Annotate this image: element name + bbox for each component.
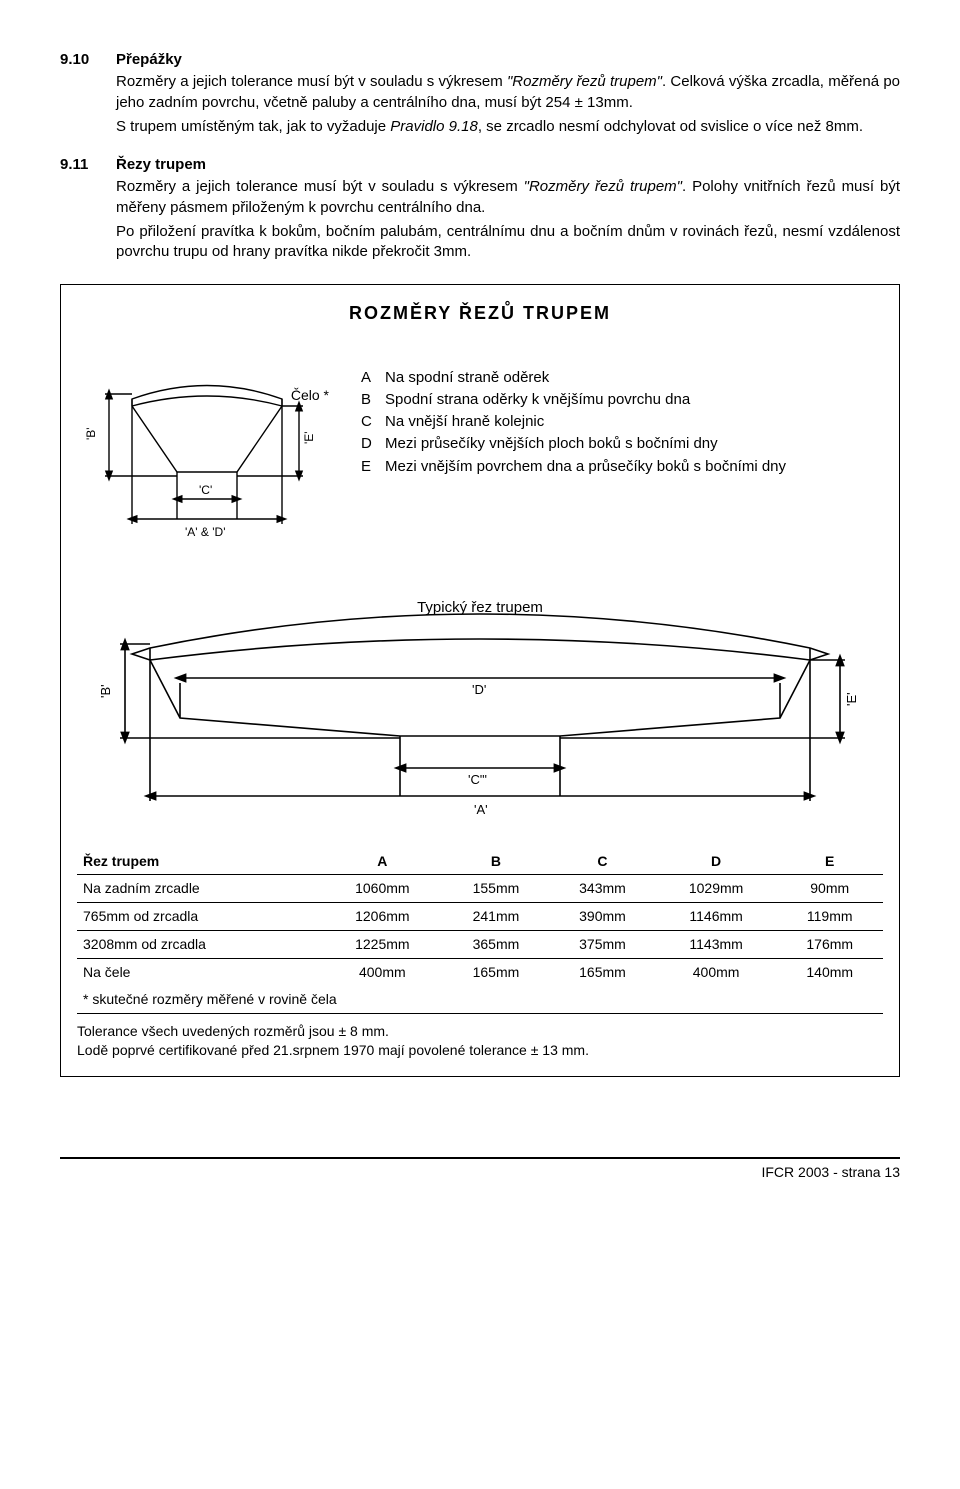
figure-box: ROZMĚRY ŘEZŮ TRUPEM Čelo * [60, 284, 900, 1076]
col-header: D [656, 848, 777, 875]
legend-item: BSpodní strana oděrky k vnějšímu povrchu… [361, 390, 883, 410]
svg-text:'E': 'E' [844, 692, 859, 706]
col-header: A [322, 848, 443, 875]
tolerance-note: Tolerance všech uvedených rozměrů jsou ±… [77, 1022, 883, 1060]
svg-text:'A': 'A' [474, 802, 488, 817]
table-row: Na čele 400mm 165mm 165mm 400mm 140mm [77, 959, 883, 986]
section-title: Řezy trupem [116, 155, 900, 175]
col-header: C [549, 848, 656, 875]
legend-item: DMezi průsečíky vnějších ploch boků s bo… [361, 434, 883, 454]
svg-text:'C': 'C' [199, 483, 212, 497]
table-row: 3208mm od zrcadla 1225mm 365mm 375mm 114… [77, 931, 883, 959]
col-header: B [443, 848, 550, 875]
table-note-row: * skutečné rozměry měřené v rovině čela [77, 986, 883, 1013]
svg-text:'A' & 'D': 'A' & 'D' [185, 525, 226, 539]
table-row: 765mm od zrcadla 1206mm 241mm 390mm 1146… [77, 903, 883, 931]
table-header-row: Řez trupem A B C D E [77, 848, 883, 875]
col-header: E [776, 848, 883, 875]
svg-text:'D': 'D' [472, 682, 486, 697]
diagram1-caption: Čelo * [291, 386, 329, 405]
paragraph: Rozměry a jejich tolerance musí být v so… [116, 72, 900, 113]
hull-section-svg-1: 'B' 'E' 'C' 'A' & 'D' [77, 344, 337, 544]
table-row: Na zadním zrcadle 1060mm 155mm 343mm 102… [77, 875, 883, 903]
legend-item: ANa spodní straně oděrek [361, 368, 883, 388]
figure-title: ROZMĚRY ŘEZŮ TRUPEM [77, 301, 883, 325]
diagram2-caption: Typický řez trupem [417, 598, 543, 618]
legend-item: EMezi vnějším povrchem dna a průsečíky b… [361, 457, 883, 477]
diagram-celo: Čelo * [77, 344, 337, 544]
section-number: 9.11 [60, 155, 116, 266]
col-header: Řez trupem [77, 848, 322, 875]
section-9-10: 9.10 Přepážky Rozměry a jejich tolerance… [60, 50, 900, 141]
section-title: Přepážky [116, 50, 900, 70]
section-9-11: 9.11 Řezy trupem Rozměry a jejich tolera… [60, 155, 900, 266]
svg-text:'B': 'B' [84, 427, 98, 440]
svg-text:'C"': 'C"' [468, 772, 487, 787]
legend-item: CNa vnější hraně kolejnic [361, 412, 883, 432]
paragraph: Po přiložení pravítka k bokům, bočním pa… [116, 222, 900, 263]
paragraph: S trupem umístěným tak, jak to vyžaduje … [116, 117, 900, 137]
svg-text:'B': 'B' [98, 684, 113, 698]
page-footer: IFCR 2003 - strana 13 [60, 1159, 900, 1182]
section-number: 9.10 [60, 50, 116, 141]
dimensions-table: Řez trupem A B C D E Na zadním zrcadle 1… [77, 848, 883, 1014]
legend-list: ANa spodní straně oděrek BSpodní strana … [361, 344, 883, 479]
svg-text:'E': 'E' [302, 431, 316, 444]
paragraph: Rozměry a jejich tolerance musí být v so… [116, 177, 900, 218]
diagram-typical: Typický řez trupem [77, 568, 883, 828]
